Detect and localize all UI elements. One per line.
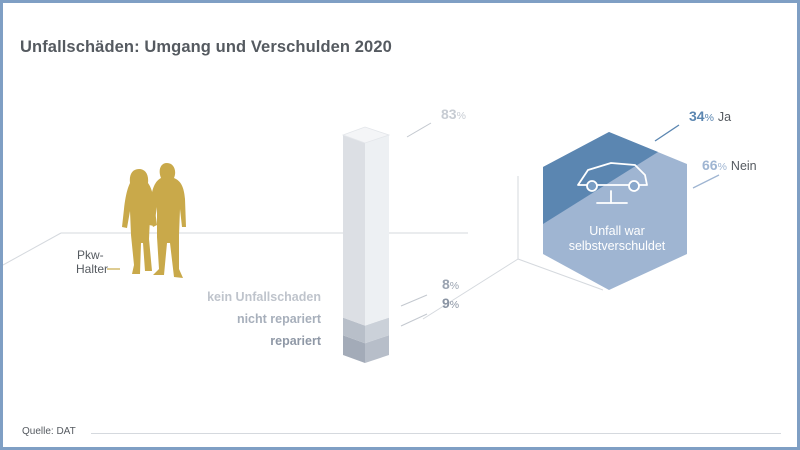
column-leader-line-0 [406,122,432,138]
owner-label-line2: Halter [76,262,108,276]
pie-leader-line-nein [692,174,720,189]
woman-silhouette [122,169,157,274]
floor-line-left [3,232,62,266]
column-segment-right-0 [365,135,389,326]
column-leader-line-2 [400,313,428,327]
man-silhouette [149,163,186,278]
column-segment-right-1 [365,317,389,344]
hexagon-slice-ja [543,132,658,224]
pie-labels: 34% Ja 66% Nein [654,108,757,189]
floor-line-to-hexagon [422,258,519,320]
column-segment-right-2 [365,335,389,363]
column-top-face [341,126,391,144]
hexagon-label-line2: selbstverschuldet [569,239,666,253]
column-category-label-1: nicht repariert [237,312,322,326]
pie-leader-line-ja [654,124,680,142]
car-lift-icon [577,162,648,204]
stacked-column [341,126,391,363]
column-value-label-0: 83% [441,106,466,122]
source-divider [91,433,781,434]
column-segment-left-1 [343,317,365,344]
floor-lines [3,176,604,320]
owner-label-line1: Pkw- [77,248,104,262]
column-segment-left-2 [343,335,365,363]
column-labels: kein Unfallschaden nicht repariert reparie… [207,106,466,348]
source-note: Quelle: DAT [22,426,76,437]
floor-line-hex-base [517,258,604,291]
pie-label-nein: 66% Nein [702,157,757,173]
column-value-label-2: 9% [442,295,459,311]
car-owner-silhouettes [122,163,186,278]
column-leader-line-1 [400,294,428,307]
column-category-label-2: repariert [270,334,322,348]
pie-label-ja: 34% Ja [689,108,731,124]
chart-title: Unfallschäden: Umgang und Verschulden 20… [20,38,392,56]
infographic-canvas: Pkw- Halter kein Unfallschaden nicht repa… [3,106,757,363]
column-category-label-0: kein Unfallschaden [207,290,321,304]
hexagon-label-line1: Unfall war [589,224,645,238]
column-value-label-1: 8% [442,276,459,292]
self-inflicted-hexagon [543,132,687,290]
column-segment-left-0 [343,135,365,326]
